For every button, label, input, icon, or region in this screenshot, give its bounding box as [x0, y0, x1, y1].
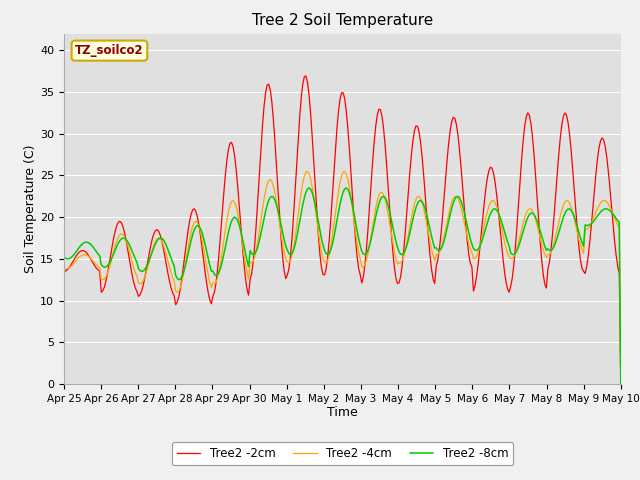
Tree2 -4cm — [244, 276, 252, 282]
Tree2 -2cm — [129, 273, 136, 278]
Tree2 -8cm — [129, 249, 136, 254]
Tree2 -2cm — [617, 381, 625, 387]
Tree2 -4cm — [254, 238, 262, 244]
Title: Tree 2 Soil Temperature: Tree 2 Soil Temperature — [252, 13, 433, 28]
Tree2 -8cm — [588, 221, 595, 227]
Line: Tree2 -4cm: Tree2 -4cm — [64, 171, 621, 384]
Tree2 -2cm — [254, 195, 262, 201]
Tree2 -4cm — [588, 220, 595, 226]
Tree2 -8cm — [60, 254, 68, 260]
Tree2 -2cm — [244, 292, 252, 298]
Tree2 -2cm — [226, 141, 234, 146]
Legend: Tree2 -2cm, Tree2 -4cm, Tree2 -8cm: Tree2 -2cm, Tree2 -4cm, Tree2 -8cm — [172, 443, 513, 465]
Tree2 -4cm — [305, 171, 313, 177]
Tree2 -8cm — [617, 381, 625, 387]
Tree2 -4cm — [60, 265, 68, 271]
Y-axis label: Soil Temperature (C): Soil Temperature (C) — [24, 144, 37, 273]
Tree2 -8cm — [226, 223, 234, 229]
Tree2 -4cm — [617, 381, 625, 387]
Line: Tree2 -8cm: Tree2 -8cm — [64, 188, 621, 384]
Tree2 -8cm — [244, 264, 252, 269]
Line: Tree2 -2cm: Tree2 -2cm — [64, 76, 621, 384]
X-axis label: Time: Time — [327, 407, 358, 420]
Tree2 -8cm — [305, 185, 313, 191]
Tree2 -2cm — [302, 73, 310, 79]
Tree2 -8cm — [303, 186, 311, 192]
Tree2 -2cm — [305, 92, 313, 98]
Tree2 -4cm — [129, 259, 136, 265]
Text: TZ_soilco2: TZ_soilco2 — [75, 44, 144, 57]
Tree2 -4cm — [226, 203, 234, 208]
Tree2 -4cm — [303, 168, 311, 174]
Tree2 -2cm — [588, 223, 595, 228]
Tree2 -8cm — [254, 243, 262, 249]
Tree2 -2cm — [60, 268, 68, 274]
